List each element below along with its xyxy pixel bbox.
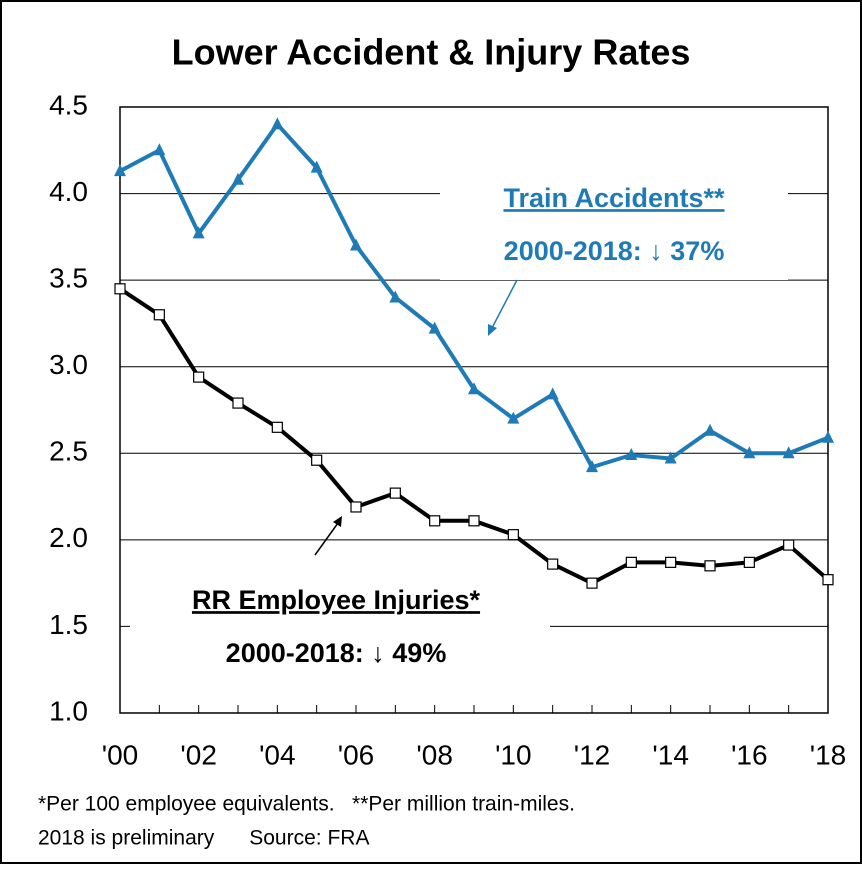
point: [271, 421, 283, 433]
point: [114, 164, 126, 177]
point: [625, 448, 638, 461]
point: [782, 446, 795, 459]
point: [822, 430, 834, 443]
point: [232, 172, 244, 185]
point: [704, 423, 716, 436]
point: [468, 382, 480, 395]
point: [311, 454, 323, 466]
y-tick-label: 3.0: [49, 349, 88, 380]
label-bg: [130, 578, 550, 682]
point: [429, 515, 441, 527]
footnote: 2018 is preliminary Source: FRA: [38, 827, 369, 850]
point: [783, 539, 795, 551]
arrow-head: [488, 324, 497, 336]
point: [704, 560, 716, 572]
y-tick-label: 1.0: [49, 695, 88, 726]
x-tick-label: '12: [574, 739, 611, 770]
x-tick-label: '16: [731, 739, 768, 770]
point: [232, 397, 244, 409]
legend-injuries: RR Employee Injuries*: [192, 585, 481, 615]
point: [507, 529, 519, 541]
x-tick-label: '02: [180, 739, 217, 770]
annotation: 2000-2018: ↓ 49%: [226, 638, 447, 668]
point: [153, 309, 165, 321]
x-tick-label: '04: [259, 739, 296, 770]
point: [743, 446, 756, 459]
label-bg: [440, 176, 788, 280]
point: [153, 143, 166, 156]
x-tick-label: '08: [416, 739, 453, 770]
legend-accidents: Train Accidents**: [503, 183, 725, 213]
point: [350, 238, 362, 251]
point: [468, 515, 480, 527]
x-tick-label: '06: [338, 739, 375, 770]
point: [743, 556, 755, 568]
point: [114, 283, 126, 295]
annotation: 2000-2018: ↓ 37%: [504, 236, 725, 266]
y-tick-label: 2.5: [49, 436, 88, 467]
y-tick-label: 2.0: [49, 522, 88, 553]
arrow: [491, 279, 518, 329]
x-tick-label: '14: [652, 739, 689, 770]
point: [664, 451, 677, 464]
point: [586, 577, 598, 589]
arrow-head: [333, 516, 342, 527]
point: [193, 371, 205, 383]
point: [547, 558, 559, 570]
point: [389, 290, 402, 303]
x-tick-label: '18: [810, 739, 847, 770]
point: [192, 226, 205, 239]
point: [822, 574, 834, 586]
y-tick-label: 4.0: [49, 176, 88, 207]
footnote: *Per 100 employee equivalents. **Per mil…: [38, 793, 575, 816]
chart-title: Lower Accident & Injury Rates: [172, 32, 691, 73]
y-tick-label: 1.5: [49, 609, 88, 640]
y-tick-label: 4.5: [49, 89, 88, 120]
point: [350, 501, 362, 513]
point: [507, 411, 520, 424]
point: [665, 556, 677, 568]
x-tick-label: '00: [102, 739, 139, 770]
y-tick-label: 3.5: [49, 263, 88, 294]
point: [428, 321, 441, 334]
point: [310, 160, 323, 173]
point: [271, 117, 284, 130]
point: [546, 387, 559, 400]
arrow: [314, 522, 339, 556]
x-tick-label: '10: [495, 739, 532, 770]
point: [625, 556, 637, 568]
point: [389, 487, 401, 499]
point: [586, 460, 598, 473]
